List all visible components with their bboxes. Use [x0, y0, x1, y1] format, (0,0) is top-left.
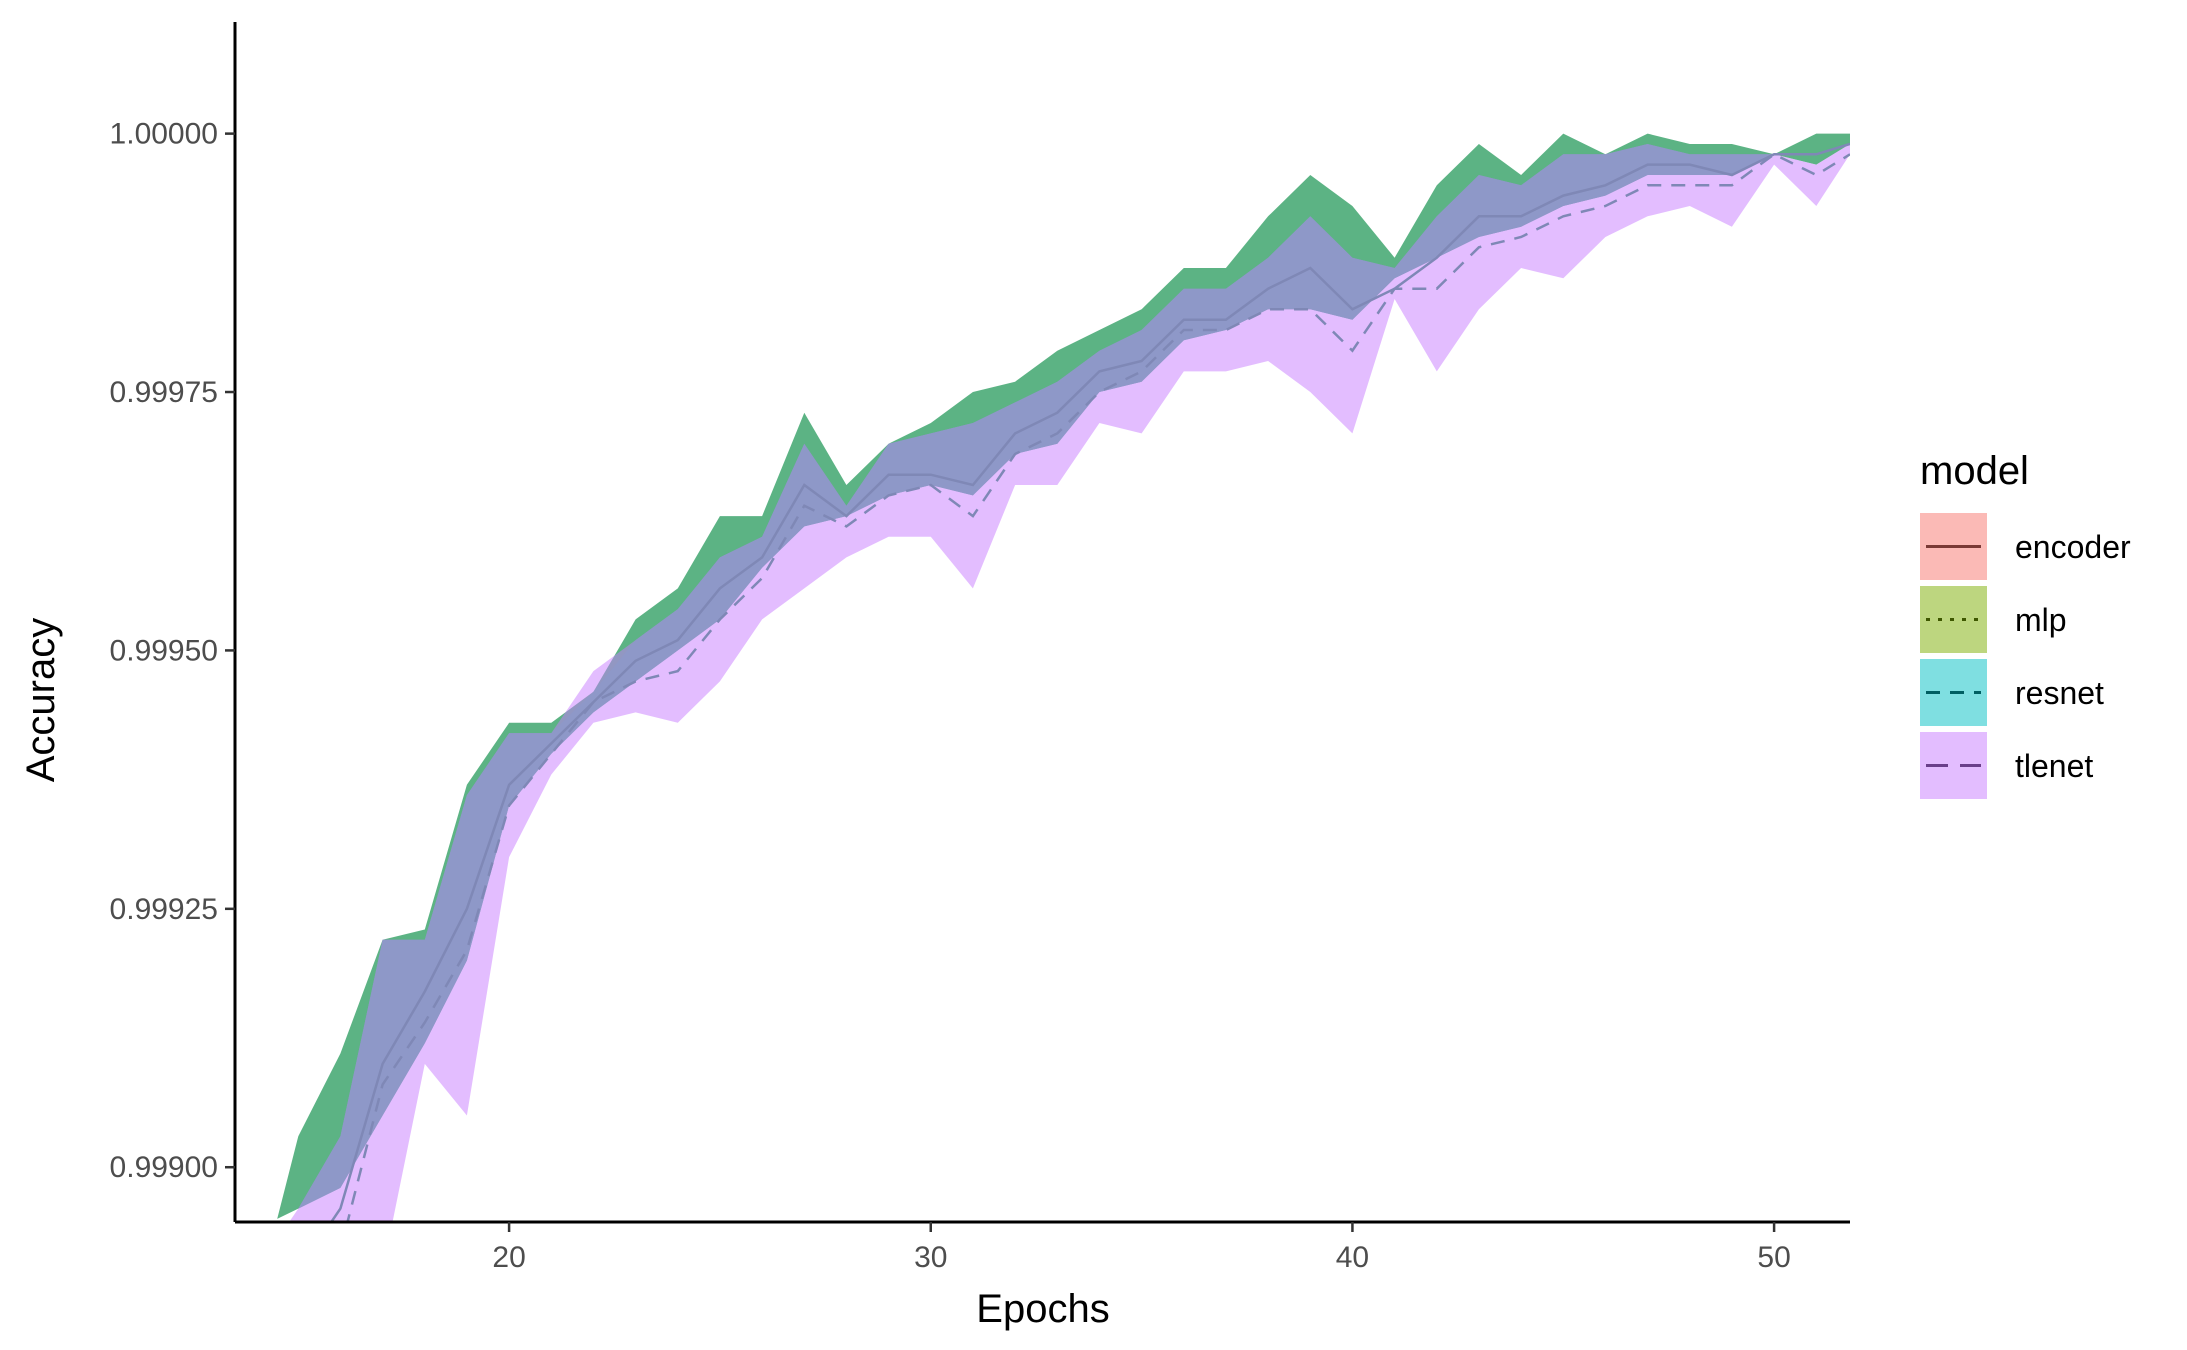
legend-title: model	[1920, 449, 2029, 493]
band-overlap	[289, 144, 1850, 1222]
x-tick-label: 40	[1336, 1241, 1369, 1274]
legend-label: tlenet	[2015, 748, 2093, 784]
y-axis-ticks: 0.99900 0.99925 0.99950 0.99975 1.00000	[110, 118, 235, 1184]
y-tick-label: 0.99950	[110, 634, 218, 667]
legend-label: encoder	[2015, 529, 2131, 565]
mean-line-2	[346, 152, 1850, 1222]
axes	[233, 22, 1850, 1224]
y-tick-label: 0.99975	[110, 376, 218, 409]
legend-label: mlp	[2015, 602, 2067, 638]
x-axis-ticks: 20 30 40 50	[492, 1222, 1791, 1274]
legend-item-tlenet: tlenet	[1920, 732, 2093, 799]
y-tick-label: 0.99900	[110, 1151, 218, 1184]
data-layer	[277, 133, 1850, 1222]
legend-item-resnet: resnet	[1920, 659, 2104, 726]
band-outer	[277, 133, 1850, 1219]
y-tick-label: 1.00000	[110, 118, 218, 151]
x-axis-title: Epochs	[976, 1287, 1109, 1331]
y-tick-label: 0.99925	[110, 893, 218, 926]
legend-label: resnet	[2015, 675, 2104, 711]
x-tick-label: 30	[914, 1241, 947, 1274]
legend: model encoder mlp resnet tlenet	[1920, 449, 2131, 799]
mean-line-1	[329, 142, 1850, 1222]
x-tick-label: 20	[492, 1241, 525, 1274]
legend-item-mlp: mlp	[1920, 586, 2067, 653]
legend-item-encoder: encoder	[1920, 513, 2131, 580]
plot-panel	[277, 133, 1850, 1222]
y-axis-title: Accuracy	[19, 618, 63, 783]
x-tick-label: 50	[1757, 1241, 1790, 1274]
